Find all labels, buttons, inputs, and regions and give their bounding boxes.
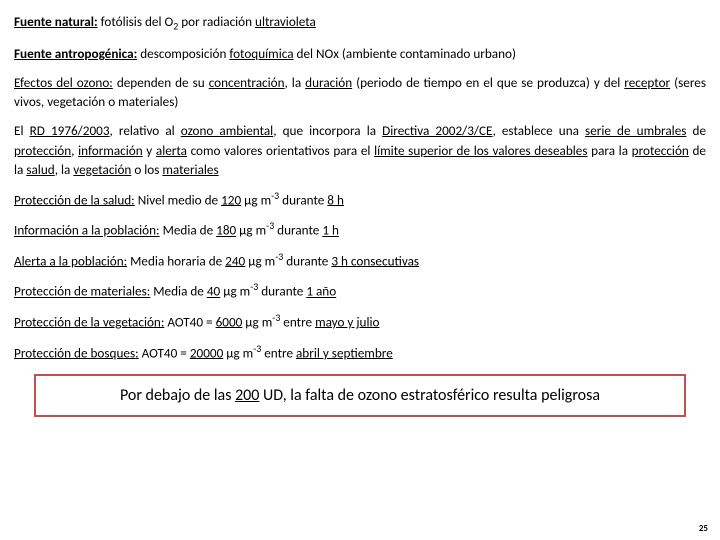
label-efectos: Efectos del ozono: [14,74,113,91]
line-fuente-natural: Fuente natural: fotólisis del O2 por rad… [14,12,706,34]
line-alerta: Alerta a la población: Media horaria de … [14,250,706,271]
label-fuente-natural: Fuente natural: [14,13,98,30]
label-proteccion-bosques: Protección de bosques: [14,344,139,361]
label-proteccion-salud: Protección de la salud: [14,191,135,208]
line-proteccion-vegetacion: Protección de la vegetación: AOT40 = 600… [14,311,706,332]
label-alerta: Alerta a la población: [14,252,127,269]
label-informacion: Información a la población: [14,222,160,239]
highlight-text: Por debajo de las 200 UD, la falta de oz… [120,386,600,405]
label-fuente-antropogenica: Fuente antropogénica: [14,45,137,62]
line-informacion: Información a la población: Media de 180… [14,219,706,240]
label-proteccion-vegetacion: Protección de la vegetación: [14,313,164,330]
line-rd: El RD 1976/2003, relativo al ozono ambie… [14,121,706,178]
line-proteccion-materiales: Protección de materiales: Media de 40 μg… [14,280,706,301]
line-efectos: Efectos del ozono: dependen de su concen… [14,73,706,111]
highlight-box: Por debajo de las 200 UD, la falta de oz… [34,374,686,417]
line-fuente-antropogenica: Fuente antropogénica: descomposición fot… [14,44,706,63]
line-proteccion-salud: Protección de la salud: Nivel medio de 1… [14,189,706,210]
label-proteccion-materiales: Protección de materiales: [14,283,150,300]
line-proteccion-bosques: Protección de bosques: AOT40 = 20000 μg … [14,342,706,363]
page-number: 25 [699,523,708,534]
